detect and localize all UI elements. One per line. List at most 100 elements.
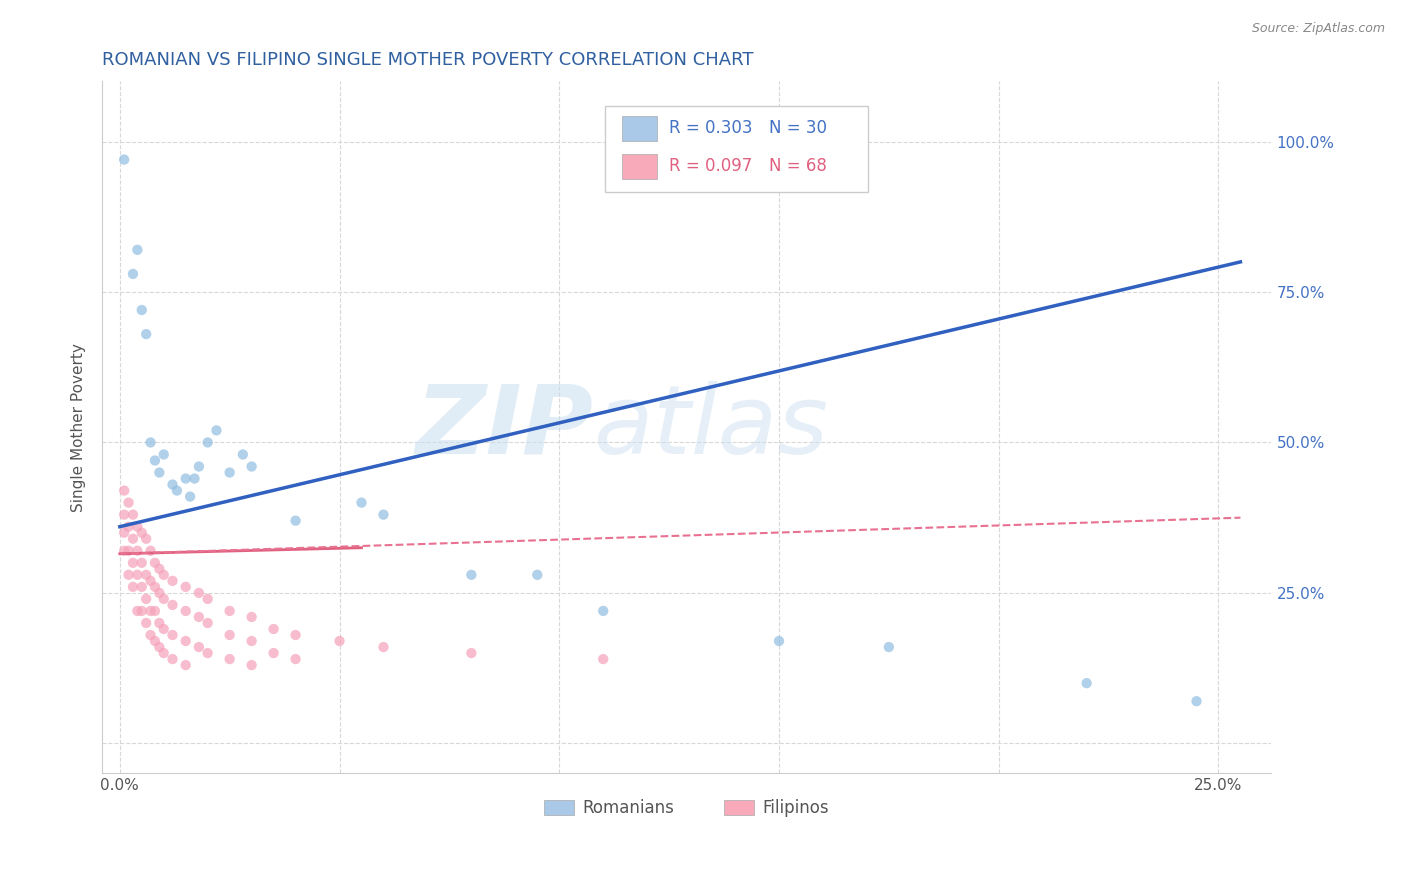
Point	[197, 591, 219, 606]
Point	[112, 508, 135, 522]
Point	[373, 508, 395, 522]
Point	[148, 466, 170, 480]
Point	[139, 604, 162, 618]
Point	[131, 525, 153, 540]
Point	[187, 459, 209, 474]
Legend: Romanians, Filipinos: Romanians, Filipinos	[537, 793, 837, 824]
Point	[162, 598, 184, 612]
Point	[162, 628, 184, 642]
Point	[131, 303, 153, 318]
Point	[139, 628, 162, 642]
Point	[143, 453, 166, 467]
Point	[122, 532, 145, 546]
Point	[218, 604, 240, 618]
Point	[162, 574, 184, 588]
Point	[122, 580, 145, 594]
Y-axis label: Single Mother Poverty: Single Mother Poverty	[72, 343, 86, 512]
FancyBboxPatch shape	[605, 105, 868, 192]
Point	[240, 610, 263, 624]
Point	[174, 634, 197, 648]
Point	[232, 447, 254, 461]
Point	[877, 640, 900, 654]
Point	[284, 628, 307, 642]
Point	[127, 543, 149, 558]
Point	[112, 525, 135, 540]
Point	[152, 447, 174, 461]
Point	[218, 466, 240, 480]
Point	[240, 459, 263, 474]
Point	[127, 567, 149, 582]
Point	[218, 628, 240, 642]
Text: ZIP: ZIP	[415, 381, 593, 474]
Point	[183, 471, 205, 485]
Point	[139, 543, 162, 558]
Text: N = 30: N = 30	[769, 120, 827, 137]
Point	[174, 604, 197, 618]
Point	[135, 567, 157, 582]
Point	[197, 435, 219, 450]
Point	[166, 483, 188, 498]
Text: R = 0.303: R = 0.303	[669, 120, 752, 137]
Point	[135, 615, 157, 630]
Point	[197, 646, 219, 660]
Point	[197, 615, 219, 630]
Point	[152, 622, 174, 636]
Point	[174, 580, 197, 594]
Point	[135, 327, 157, 342]
Point	[152, 567, 174, 582]
Text: atlas: atlas	[593, 381, 828, 474]
Point	[162, 477, 184, 491]
Point	[117, 495, 139, 509]
FancyBboxPatch shape	[623, 154, 658, 179]
Point	[460, 646, 482, 660]
Point	[148, 586, 170, 600]
Point	[187, 640, 209, 654]
Point	[592, 652, 614, 666]
Point	[122, 556, 145, 570]
Point	[148, 615, 170, 630]
Point	[1076, 676, 1098, 690]
Point	[205, 424, 228, 438]
Point	[127, 519, 149, 533]
Text: ROMANIAN VS FILIPINO SINGLE MOTHER POVERTY CORRELATION CHART: ROMANIAN VS FILIPINO SINGLE MOTHER POVER…	[103, 51, 754, 69]
Point	[131, 604, 153, 618]
Point	[592, 604, 614, 618]
Point	[139, 435, 162, 450]
Point	[117, 567, 139, 582]
Point	[139, 574, 162, 588]
Point	[117, 519, 139, 533]
Point	[240, 658, 263, 673]
Point	[117, 543, 139, 558]
Point	[218, 652, 240, 666]
Text: Source: ZipAtlas.com: Source: ZipAtlas.com	[1251, 22, 1385, 36]
Point	[328, 634, 350, 648]
Point	[373, 640, 395, 654]
Point	[143, 634, 166, 648]
Point	[174, 471, 197, 485]
Point	[143, 604, 166, 618]
Point	[284, 652, 307, 666]
Point	[460, 567, 482, 582]
Point	[174, 658, 197, 673]
Point	[135, 591, 157, 606]
Point	[127, 243, 149, 257]
Point	[187, 586, 209, 600]
Point	[263, 646, 285, 660]
Point	[131, 556, 153, 570]
Point	[122, 508, 145, 522]
Point	[112, 543, 135, 558]
Point	[127, 604, 149, 618]
Point	[1185, 694, 1208, 708]
Point	[263, 622, 285, 636]
Point	[152, 591, 174, 606]
Point	[179, 490, 201, 504]
Text: N = 68: N = 68	[769, 158, 827, 176]
Point	[187, 610, 209, 624]
Point	[526, 567, 548, 582]
Text: R = 0.097: R = 0.097	[669, 158, 752, 176]
Point	[768, 634, 790, 648]
Point	[143, 556, 166, 570]
Point	[152, 646, 174, 660]
Point	[135, 532, 157, 546]
FancyBboxPatch shape	[623, 116, 658, 141]
